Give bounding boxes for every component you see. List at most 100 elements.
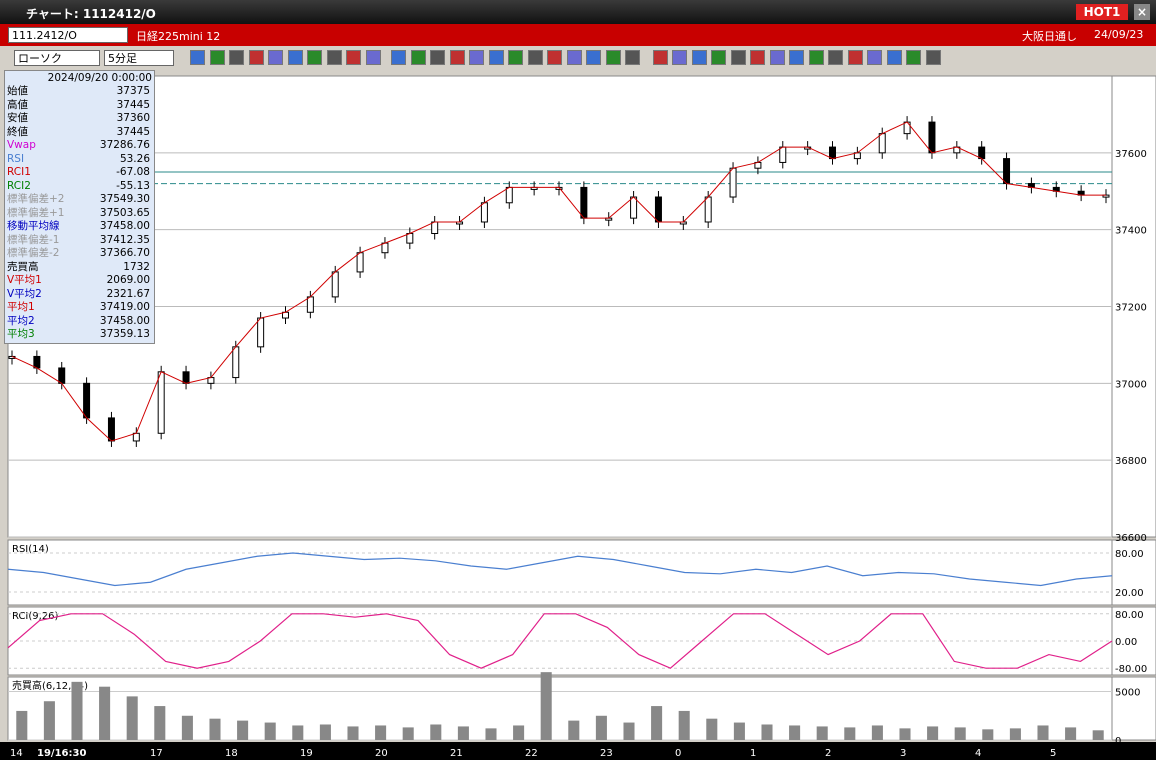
tool-icon[interactable] xyxy=(808,50,824,65)
candle xyxy=(580,186,588,219)
info-value: -55.13 xyxy=(116,179,150,192)
tool-icon[interactable] xyxy=(711,50,726,65)
tool-icon[interactable] xyxy=(625,50,640,65)
candle xyxy=(903,121,911,135)
volume-bar xyxy=(1065,727,1077,740)
tool-icon[interactable] xyxy=(886,50,902,65)
symbol-name: 日経225mini 12 xyxy=(136,30,221,43)
volume-bar xyxy=(292,725,304,740)
candle xyxy=(480,202,488,223)
info-value: 37549.30 xyxy=(99,193,150,205)
tool-icon[interactable] xyxy=(430,50,445,65)
volume-bar xyxy=(347,726,359,740)
volume-bar xyxy=(71,681,83,740)
volume-bar xyxy=(899,728,911,740)
volume-bar xyxy=(99,686,111,740)
tool-icon[interactable] xyxy=(867,50,882,65)
volume-bar xyxy=(375,725,387,740)
tool-icon[interactable] xyxy=(769,50,785,65)
volume-bar xyxy=(761,724,773,740)
info-value: 37359.13 xyxy=(99,328,150,340)
info-value: 37503.65 xyxy=(99,206,150,219)
info-row: V平均1 2069.00 xyxy=(7,274,152,287)
info-row: 標準偏差-2 37366.70 xyxy=(7,247,152,260)
candle xyxy=(58,367,66,384)
tool-icon[interactable] xyxy=(190,50,205,65)
tool-icon[interactable] xyxy=(469,50,484,65)
tool-icon[interactable] xyxy=(547,50,562,65)
info-label: 移動平均線 xyxy=(7,220,60,232)
info-value: 37445 xyxy=(116,98,150,111)
tool-icon[interactable] xyxy=(586,50,601,65)
tool-icon[interactable] xyxy=(847,50,863,65)
tool-icon[interactable] xyxy=(750,50,765,65)
x-tick-label: 23 xyxy=(600,748,613,759)
tool-icon[interactable] xyxy=(365,50,381,65)
tool-icon[interactable] xyxy=(307,50,322,65)
info-row: Vwap 37286.76 xyxy=(7,139,152,152)
tool-icon[interactable] xyxy=(652,50,668,65)
volume-bar xyxy=(733,722,745,740)
tool-icon[interactable] xyxy=(268,50,283,65)
tool-icon[interactable] xyxy=(248,50,264,65)
tool-icon[interactable] xyxy=(672,50,687,65)
candle xyxy=(630,196,638,219)
hot-button[interactable]: HOT1 xyxy=(1076,4,1128,20)
volume-bar xyxy=(319,724,331,740)
tool-icon[interactable] xyxy=(391,50,406,65)
info-label: 高値 xyxy=(7,98,28,111)
close-button[interactable]: × xyxy=(1134,4,1150,20)
tool-icon[interactable] xyxy=(730,50,746,65)
tool-icon[interactable] xyxy=(906,50,921,65)
tool-icon[interactable] xyxy=(326,50,342,65)
info-row: 終値 37445 xyxy=(7,126,152,139)
tool-icon[interactable] xyxy=(488,50,504,65)
candle xyxy=(356,252,364,273)
panel-label: RSI(14) xyxy=(12,544,49,555)
volume-bar xyxy=(982,729,994,740)
candle xyxy=(182,371,190,384)
info-row: 始値 37375 xyxy=(7,85,152,98)
tool-icon[interactable] xyxy=(527,50,543,65)
chart-area: 36600 36800 37000 37200 37400 37600 RSI(14) 80.… xyxy=(0,75,1156,760)
x-tick-label: 1 xyxy=(750,748,756,759)
tool-icon[interactable] xyxy=(508,50,523,65)
info-label: RSI xyxy=(7,152,25,165)
tool-icon[interactable] xyxy=(566,50,582,65)
volume-bar xyxy=(954,727,966,740)
candle xyxy=(878,133,886,154)
tool-icon[interactable] xyxy=(449,50,465,65)
info-row: 平均3 37359.13 xyxy=(7,328,152,341)
panel-label: 売買高(6,12,24) xyxy=(12,679,88,692)
candle xyxy=(704,196,712,223)
y-tick-label: 5000 xyxy=(1115,688,1140,699)
tool-icon[interactable] xyxy=(287,50,303,65)
tool-icon[interactable] xyxy=(346,50,361,65)
tool-icon[interactable] xyxy=(209,50,225,65)
tool-icon[interactable] xyxy=(691,50,707,65)
tool-icon[interactable] xyxy=(925,50,941,65)
symbol-input[interactable]: 111.2412/O xyxy=(8,27,128,43)
interval-select[interactable]: 5分足 xyxy=(104,50,174,66)
tool-icon[interactable] xyxy=(828,50,843,65)
tool-icon[interactable] xyxy=(229,50,244,65)
info-row: 標準偏差-1 37412.35 xyxy=(7,234,152,247)
toolbar: ローソク 5分足 xyxy=(0,46,1156,72)
x-tick-label: 3 xyxy=(900,748,906,759)
info-value: 1732 xyxy=(123,260,150,273)
info-value: 37458.00 xyxy=(99,314,150,327)
info-row: V平均2 2321.67 xyxy=(7,288,152,301)
volume-bar xyxy=(43,701,55,740)
tool-icon[interactable] xyxy=(410,50,426,65)
chart-type-select[interactable]: ローソク xyxy=(14,50,100,66)
tool-icon[interactable] xyxy=(605,50,621,65)
axis-strip xyxy=(1111,75,1156,538)
y-tick-label: 37200 xyxy=(1115,303,1147,314)
info-value: 37412.35 xyxy=(99,233,150,246)
info-label: 売買高 xyxy=(7,260,39,273)
panel-label: RCI(9,26) xyxy=(12,611,59,622)
tool-icon[interactable] xyxy=(789,50,804,65)
y-tick-label: 0.00 xyxy=(1115,637,1137,648)
info-row: 移動平均線 37458.00 xyxy=(7,220,152,233)
info-label: V平均2 xyxy=(7,287,42,300)
